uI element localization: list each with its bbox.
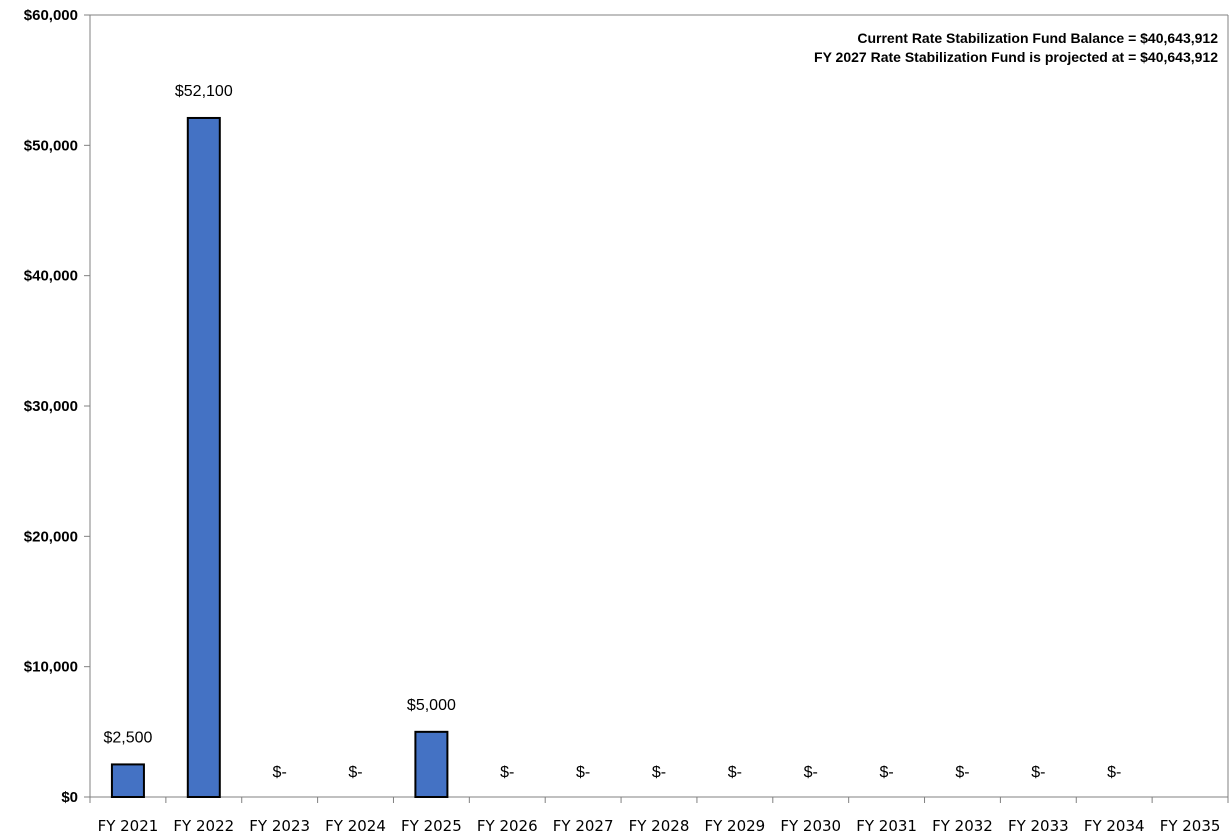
data-label: $2,500	[103, 729, 152, 746]
data-label: $-	[652, 764, 666, 781]
data-label: $-	[728, 764, 742, 781]
x-tick-label: FY 2035	[1160, 817, 1221, 835]
x-tick-label: FY 2023	[249, 817, 310, 835]
annotation-fy2027-projection: FY 2027 Rate Stabilization Fund is proje…	[814, 49, 1218, 65]
x-tick-label: FY 2033	[1008, 817, 1069, 835]
data-label: $-	[273, 764, 287, 781]
plot-frame	[90, 14, 1229, 797]
x-tick-label: FY 2032	[932, 817, 993, 835]
y-tick-label: $20,000	[24, 528, 78, 545]
y-tick-label: $60,000	[24, 7, 78, 24]
x-tick-label: FY 2031	[856, 817, 917, 835]
data-label: $5,000	[407, 697, 456, 714]
data-label: $52,100	[175, 83, 233, 100]
data-label: $-	[1107, 764, 1121, 781]
x-tick-label: FY 2029	[704, 817, 765, 835]
annotations: Current Rate Stabilization Fund Balance …	[814, 30, 1218, 65]
x-tick-label: FY 2025	[401, 817, 462, 835]
y-tick-label: $10,000	[24, 659, 78, 676]
y-axis: $0 $10,000 $20,000 $30,000 $40,000 $50,000 $60…	[24, 7, 91, 806]
bar	[110, 763, 145, 799]
data-label: $-	[500, 764, 514, 781]
y-tick-label: $50,000	[24, 137, 78, 154]
x-tick-label: FY 2022	[173, 817, 234, 835]
bar	[186, 116, 221, 799]
x-tick-label: FY 2026	[477, 817, 538, 835]
x-tick-label: FY 2021	[98, 817, 159, 835]
y-tick-label: $40,000	[24, 268, 78, 285]
data-label: $-	[576, 764, 590, 781]
x-tick-label: FY 2034	[1084, 817, 1145, 835]
bars	[110, 116, 449, 799]
data-label: $-	[348, 764, 362, 781]
y-tick-label: $0	[61, 789, 78, 806]
x-tick-label: FY 2027	[553, 817, 614, 835]
annotation-current-balance: Current Rate Stabilization Fund Balance …	[857, 30, 1218, 46]
data-label: $-	[879, 764, 893, 781]
data-label: $-	[1031, 764, 1045, 781]
data-labels: $2,500 $52,100 $- $- $5,000 $- $- $- $- $- $- $- $- $…	[103, 83, 1121, 781]
y-tick-label: $30,000	[24, 398, 78, 415]
x-tick-label: FY 2028	[629, 817, 690, 835]
bar	[414, 730, 449, 798]
x-axis: FY 2021 FY 2022 FY 2023 FY 2024 FY 2025 FY 20…	[89, 796, 1229, 835]
x-tick-label: FY 2024	[325, 817, 386, 835]
data-label: $-	[955, 764, 969, 781]
x-tick-label: FY 2030	[780, 817, 841, 835]
data-label: $-	[804, 764, 818, 781]
